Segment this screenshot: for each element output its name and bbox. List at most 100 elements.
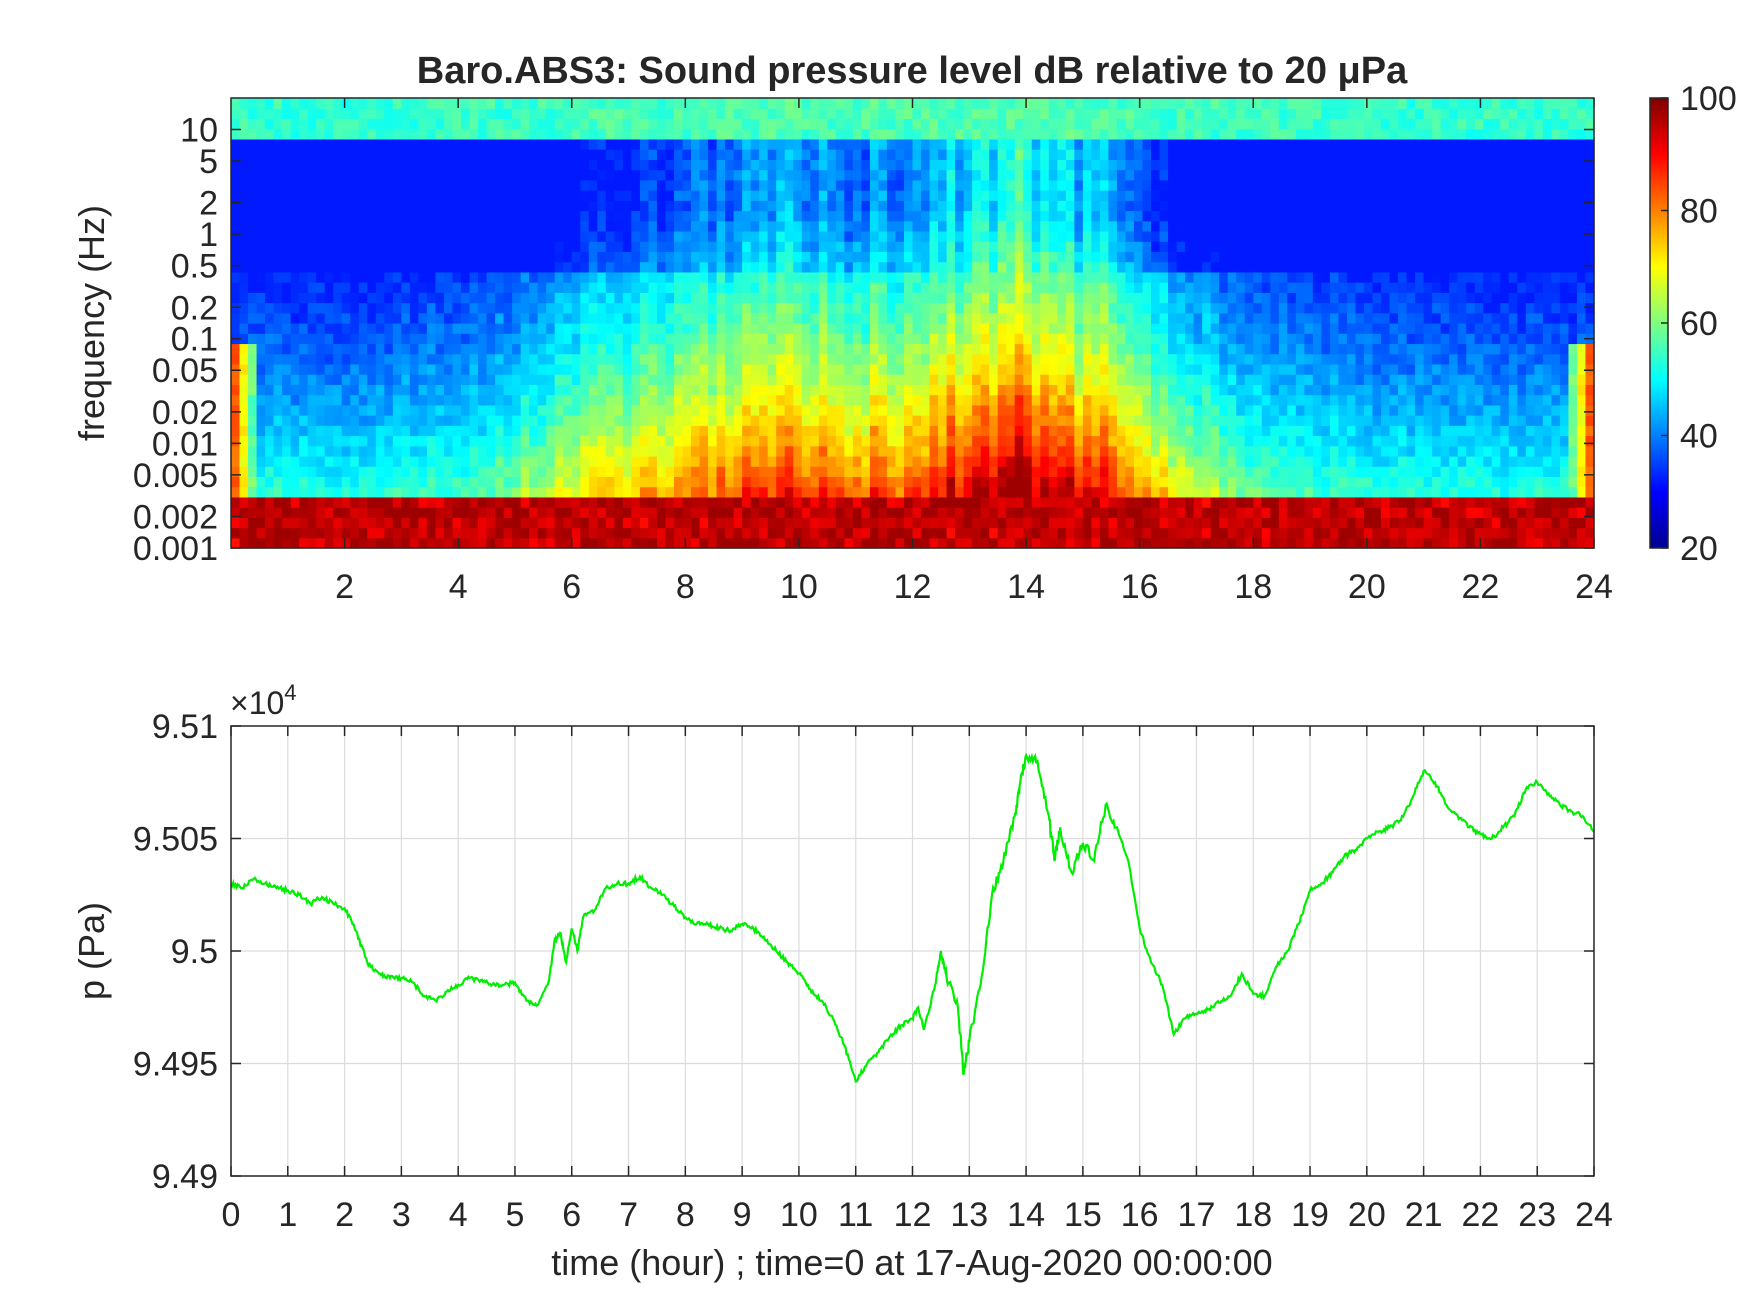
heatmap-cell bbox=[733, 282, 743, 293]
heatmap-cell bbox=[656, 394, 667, 406]
heatmap-cell bbox=[1142, 200, 1152, 212]
heatmap-cell bbox=[563, 517, 573, 529]
heatmap-cell bbox=[409, 435, 420, 447]
heatmap-cell bbox=[818, 169, 828, 181]
heatmap-cell bbox=[912, 466, 922, 478]
heatmap-cell bbox=[554, 210, 564, 222]
heatmap-cell bbox=[299, 251, 309, 263]
heatmap-cell bbox=[801, 404, 811, 416]
heatmap-cell bbox=[316, 190, 326, 201]
heatmap-cell bbox=[409, 384, 420, 396]
heatmap-cell bbox=[273, 241, 283, 253]
heatmap-cell bbox=[333, 230, 343, 242]
heatmap-cell bbox=[1074, 384, 1084, 396]
heatmap-cell bbox=[588, 261, 598, 273]
heatmap-cell bbox=[426, 292, 437, 304]
heatmap-cell bbox=[418, 353, 428, 365]
heatmap-cell bbox=[639, 149, 650, 160]
heatmap-cell bbox=[358, 507, 368, 518]
heatmap-cell bbox=[1074, 98, 1084, 109]
heatmap-cell bbox=[341, 486, 351, 498]
heatmap-cell bbox=[912, 108, 922, 120]
heatmap-cell bbox=[265, 271, 275, 283]
heatmap-cell bbox=[290, 261, 300, 273]
heatmap-cell bbox=[273, 128, 283, 140]
heatmap-cell bbox=[1193, 374, 1203, 385]
heatmap-cell bbox=[818, 466, 828, 478]
heatmap-cell bbox=[512, 159, 522, 171]
heatmap-cell bbox=[801, 292, 811, 304]
heatmap-cell bbox=[972, 282, 982, 293]
heatmap-cell bbox=[878, 220, 888, 232]
heatmap-cell bbox=[520, 323, 530, 334]
heatmap-cell bbox=[333, 241, 343, 253]
heatmap-cell bbox=[1116, 190, 1127, 201]
heatmap-cell bbox=[989, 149, 999, 160]
heatmap-cell bbox=[529, 323, 539, 334]
heatmap-cell bbox=[699, 343, 709, 355]
heatmap-cell bbox=[912, 271, 922, 283]
heatmap-cell bbox=[512, 445, 522, 457]
heatmap-cell bbox=[691, 466, 701, 478]
heatmap-cell bbox=[1116, 200, 1127, 212]
heatmap-cell bbox=[418, 98, 428, 109]
heatmap-cell bbox=[1082, 220, 1092, 232]
heatmap-cell bbox=[478, 353, 488, 365]
heatmap-cell bbox=[895, 149, 905, 160]
heatmap-cell bbox=[333, 292, 343, 304]
heatmap-cell bbox=[350, 404, 360, 416]
heatmap-cell bbox=[282, 455, 292, 467]
heatmap-cell bbox=[997, 292, 1007, 304]
heatmap-cell bbox=[324, 98, 334, 109]
heatmap-cell bbox=[1048, 241, 1058, 253]
heatmap-cell bbox=[1006, 404, 1016, 416]
heatmap-cell bbox=[1133, 282, 1144, 293]
heatmap-cell bbox=[997, 282, 1007, 293]
heatmap-cell bbox=[409, 507, 420, 518]
heatmap-cell bbox=[614, 476, 624, 488]
heatmap-cell bbox=[384, 98, 394, 109]
heatmap-cell bbox=[409, 517, 420, 529]
heatmap-cell bbox=[239, 138, 249, 150]
heatmap-cell bbox=[903, 149, 914, 160]
heatmap-cell bbox=[716, 486, 726, 498]
heatmap-cell bbox=[946, 159, 956, 171]
heatmap-cell bbox=[1065, 374, 1075, 385]
heatmap-cell bbox=[852, 230, 862, 242]
heatmap-cell bbox=[725, 261, 735, 273]
heatmap-cell bbox=[989, 384, 999, 396]
heatmap-cell bbox=[1176, 476, 1186, 488]
heatmap-cell bbox=[248, 210, 258, 222]
heatmap-cell bbox=[1023, 138, 1033, 150]
heatmap-cell bbox=[384, 220, 394, 232]
heatmap-cell bbox=[827, 302, 837, 314]
heatmap-cell bbox=[537, 496, 547, 508]
heatmap-cell bbox=[938, 251, 948, 263]
heatmap-cell bbox=[622, 200, 632, 212]
heatmap-cell bbox=[392, 353, 402, 365]
heatmap-cell bbox=[588, 241, 598, 253]
heatmap-cell bbox=[793, 527, 803, 539]
heatmap-cell bbox=[1074, 343, 1084, 355]
heatmap-cell bbox=[656, 353, 667, 365]
heatmap-cell bbox=[963, 179, 973, 191]
heatmap-cell bbox=[844, 384, 854, 396]
heatmap-cell bbox=[299, 98, 309, 109]
heatmap-cell bbox=[375, 220, 385, 232]
heatmap-cell bbox=[512, 190, 522, 201]
heatmap-cell bbox=[1176, 363, 1186, 375]
heatmap-cell bbox=[1133, 435, 1144, 447]
heatmap-cell bbox=[392, 282, 402, 293]
heatmap-cell bbox=[1142, 128, 1152, 140]
heatmap-cell bbox=[486, 353, 496, 365]
heatmap-cell bbox=[852, 343, 862, 355]
heatmap-cell bbox=[648, 302, 658, 314]
heatmap-cell bbox=[725, 466, 735, 478]
heatmap-cell bbox=[1125, 486, 1135, 498]
heatmap-cell bbox=[358, 169, 368, 181]
heatmap-cell bbox=[256, 220, 266, 232]
heatmap-cell bbox=[903, 374, 914, 385]
heatmap-cell bbox=[767, 98, 777, 109]
heatmap-cell bbox=[1159, 404, 1169, 416]
heatmap-cell bbox=[648, 169, 658, 181]
